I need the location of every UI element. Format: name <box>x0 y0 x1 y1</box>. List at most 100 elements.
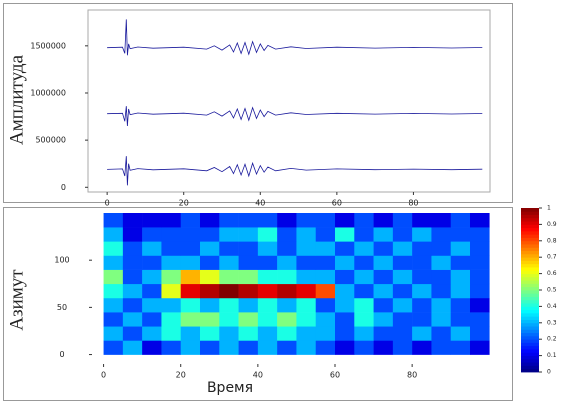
heat-cell <box>200 312 220 327</box>
colorbar-step <box>521 326 539 330</box>
heat-cell <box>103 255 124 270</box>
heat-cell <box>450 241 471 256</box>
colorbar-label: 0.7 <box>547 254 557 261</box>
heat-cell <box>296 326 317 341</box>
heat-cell <box>373 326 394 341</box>
heat-cell <box>219 227 239 242</box>
heat-cell <box>161 312 182 327</box>
y-tick-label: 1500000 <box>30 41 66 50</box>
heat-cell <box>470 283 490 299</box>
heat-cell <box>122 241 143 256</box>
colorbar-step <box>521 227 539 232</box>
heat-cell <box>238 241 259 256</box>
heat-cell <box>103 340 124 355</box>
heat-cell <box>257 227 278 242</box>
heat-cell <box>296 227 317 242</box>
heat-cell <box>335 312 355 327</box>
colorbar-step <box>521 260 539 265</box>
heat-cell <box>392 326 413 341</box>
heat-cell <box>315 326 336 341</box>
heat-cell <box>103 213 124 228</box>
heat-cell <box>296 241 317 256</box>
colorbar-step <box>521 342 539 347</box>
colorbar-label: 0.8 <box>547 237 557 244</box>
colorbar-step <box>521 208 539 212</box>
colorbar-step <box>521 293 539 297</box>
heat-cell <box>354 283 374 299</box>
heat-cell <box>373 340 394 355</box>
heat-cell <box>122 227 143 242</box>
colorbar-step <box>521 286 539 291</box>
x-axis-label: Время <box>207 380 253 396</box>
heat-cell <box>180 312 201 327</box>
heat-cell <box>373 269 394 285</box>
heat-cell <box>219 326 239 341</box>
heat-cell <box>412 297 432 313</box>
heat-cell <box>315 255 336 270</box>
colorbar-label: 0.4 <box>547 303 557 310</box>
heat-cell <box>277 269 297 285</box>
colorbar-step <box>521 306 539 311</box>
heat-cell <box>431 227 452 242</box>
colorbar-step <box>521 335 539 340</box>
x-tick-label: 60 <box>330 371 340 380</box>
heat-cell <box>412 340 432 355</box>
heat-cell <box>412 255 432 270</box>
y-tick-label: 100 <box>54 256 69 265</box>
colorbar-step <box>521 257 539 261</box>
colorbar-step <box>521 368 539 373</box>
colorbar-step <box>521 221 539 225</box>
colorbar-step <box>521 234 539 238</box>
heat-cell <box>335 297 355 313</box>
heat-cell <box>373 241 394 256</box>
y-tick-label: 50 <box>57 303 67 312</box>
heat-cell <box>200 255 220 270</box>
colorbar-step <box>521 290 539 294</box>
colorbar-step <box>521 309 539 314</box>
heat-cell <box>103 326 124 341</box>
heat-cell <box>238 227 259 242</box>
heat-cell <box>354 241 374 256</box>
heat-cell <box>277 326 297 341</box>
heat-cell <box>431 241 452 256</box>
heat-cell <box>412 269 432 285</box>
heat-cell <box>180 227 201 242</box>
heat-cell <box>142 241 162 256</box>
heat-cell <box>277 255 297 270</box>
heat-cell <box>470 340 490 355</box>
colorbar-step <box>521 352 539 356</box>
heat-cell <box>257 283 278 299</box>
heat-cell <box>142 326 162 341</box>
x-tick-label: 80 <box>408 199 418 208</box>
heat-cell <box>257 241 278 256</box>
colorbar-step <box>521 224 539 229</box>
heat-cell <box>219 255 239 270</box>
x-tick-label: 0 <box>101 371 106 380</box>
colorbar-step <box>521 355 539 360</box>
x-tick-label: 80 <box>407 371 417 380</box>
colorbar-step <box>521 280 539 284</box>
heat-cell <box>392 255 413 270</box>
heat-cell <box>238 312 259 327</box>
heat-cell <box>392 312 413 327</box>
heat-cell <box>122 255 143 270</box>
heat-cell <box>122 269 143 285</box>
y-axis-label: Амплитуда <box>6 54 27 145</box>
heat-cell <box>161 255 182 270</box>
heat-cell <box>142 269 162 285</box>
heat-cell <box>122 213 143 228</box>
heat-cell <box>354 213 374 228</box>
heat-cell <box>412 312 432 327</box>
heat-cell <box>354 340 374 355</box>
heat-cell <box>412 283 432 299</box>
heat-cell <box>277 340 297 355</box>
bottom-panel <box>3 207 513 401</box>
colorbar-step <box>521 362 539 366</box>
heat-cell <box>103 241 124 256</box>
heat-cell <box>450 326 471 341</box>
colorbar-step <box>521 283 539 288</box>
heat-cell <box>431 312 452 327</box>
heat-cell <box>315 283 336 299</box>
heat-cell <box>392 269 413 285</box>
colorbar-step <box>521 358 539 363</box>
